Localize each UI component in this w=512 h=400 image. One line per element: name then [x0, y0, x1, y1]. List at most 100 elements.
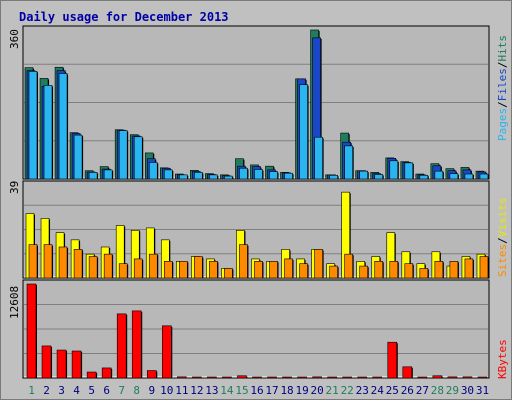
bar-kbytes [357, 376, 368, 379]
bar-kbytes [146, 370, 157, 379]
bar-sites [254, 261, 263, 279]
day-label: 31 [476, 384, 489, 397]
day-label: 11 [175, 384, 188, 397]
bar-sites [224, 268, 233, 279]
bar-sites [404, 263, 414, 279]
legend-kbytes: KBytes [496, 339, 509, 379]
bar-kbytes [161, 325, 172, 379]
middle-legend: Sites/Visits [496, 198, 509, 278]
bar-kbytes [417, 376, 428, 379]
bar-kbytes [432, 375, 443, 379]
day-label: 13 [205, 384, 218, 397]
day-label: 23 [356, 384, 369, 397]
bar-sites [269, 261, 278, 279]
legend-visits: Visits [496, 198, 509, 238]
bar-pages [239, 167, 248, 180]
day-label: 7 [118, 384, 125, 397]
bar-kbytes [237, 375, 247, 379]
day-label: 6 [103, 384, 110, 397]
bar-pages [314, 136, 323, 180]
bar-sites [239, 244, 248, 279]
bar-sites [88, 256, 98, 279]
bar-kbytes [462, 376, 473, 379]
bar-pages [434, 170, 444, 180]
bar-sites [434, 261, 444, 279]
bar-sites [344, 253, 353, 279]
bar-pages [299, 84, 308, 180]
day-label: 27 [416, 384, 429, 397]
bar-sites [43, 244, 53, 279]
day-label: 24 [371, 384, 385, 397]
bar-kbytes [222, 376, 232, 379]
bar-sites [419, 268, 429, 279]
day-label: 30 [461, 384, 474, 397]
bar-sites [284, 258, 293, 279]
bar-sites [299, 263, 308, 279]
bar-sites [359, 265, 369, 279]
day-label: 18 [280, 384, 293, 397]
bar-kbytes [252, 376, 262, 379]
bar-pages [58, 73, 68, 180]
bar-kbytes [86, 371, 97, 379]
day-label: 28 [431, 384, 444, 397]
middle-max-label: 39 [8, 181, 21, 194]
day-label: 3 [58, 384, 65, 397]
day-label: 2 [43, 384, 50, 397]
bar-kbytes [26, 283, 37, 379]
day-label: 26 [401, 384, 414, 397]
bar-kbytes [387, 341, 398, 379]
bar-sites [464, 258, 474, 279]
bar-pages [479, 173, 489, 180]
bar-pages [118, 130, 128, 180]
bar-pages [374, 174, 384, 180]
bar-sites [449, 261, 459, 279]
bar-kbytes [131, 310, 142, 379]
panel-kbytes [22, 279, 490, 379]
svg-text:KBytes: KBytes [496, 339, 509, 379]
bar-kbytes [267, 376, 277, 379]
legend-hits: Hits [496, 35, 509, 62]
day-label: 8 [133, 384, 140, 397]
day-label: 4 [73, 384, 80, 397]
bar-pages [269, 171, 278, 180]
bar-pages [28, 71, 38, 180]
day-label: 10 [160, 384, 173, 397]
top-max-label: 360 [8, 29, 21, 49]
legend-sep-1: / [496, 101, 509, 108]
bar-kbytes [402, 366, 413, 379]
chart-title: Daily usage for December 2013 [19, 10, 229, 24]
legend-sep-2: / [496, 62, 509, 69]
day-label: 29 [446, 384, 459, 397]
bar-pages [103, 169, 113, 180]
day-label: 15 [235, 384, 248, 397]
day-label: 25 [386, 384, 399, 397]
bar-pages [88, 172, 98, 180]
bar-pages [179, 174, 188, 180]
svg-text:Sites/Visits: Sites/Visits [496, 198, 509, 278]
bar-pages [73, 134, 83, 180]
legend-pages: Pages [496, 108, 509, 141]
bar-kbytes [297, 376, 307, 379]
bar-pages [419, 174, 429, 180]
bar-kbytes [116, 313, 127, 379]
bottom-legend: KBytes [496, 339, 509, 379]
bar-sites [209, 261, 218, 279]
bar-sites [314, 249, 323, 279]
bar-pages [224, 175, 233, 180]
bar-pages [148, 162, 158, 180]
day-label: 19 [295, 384, 308, 397]
day-label: 12 [190, 384, 203, 397]
bar-pages [133, 136, 143, 180]
bar-sites [329, 265, 338, 279]
bar-kbytes [207, 376, 217, 379]
day-label: 20 [311, 384, 324, 397]
bar-kbytes [327, 376, 337, 379]
bar-sites [118, 263, 128, 279]
panel-visits-sites [22, 180, 490, 279]
bar-sites [58, 246, 68, 279]
bar-pages [329, 174, 338, 180]
day-label: 1 [28, 384, 35, 397]
day-labels: 1 2 3 4 5 6 7 8 9 10 11 12 13 14 15 16 17 18 19 20 21 22 23 24 2… [28, 384, 489, 397]
day-label: 22 [341, 384, 354, 397]
